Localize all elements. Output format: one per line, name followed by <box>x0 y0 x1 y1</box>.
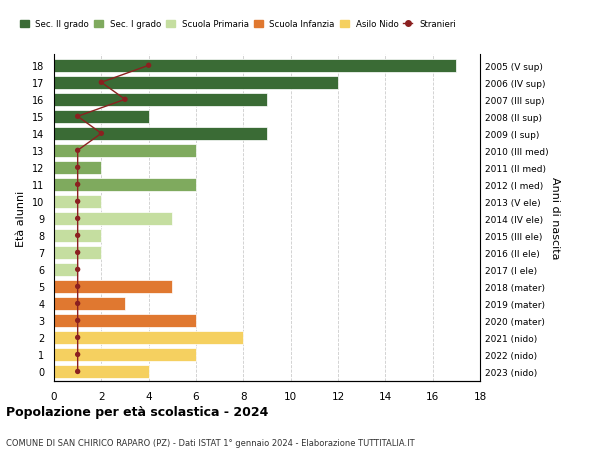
Point <box>73 147 82 155</box>
Bar <box>54 246 101 259</box>
Point <box>73 351 82 358</box>
Bar <box>54 348 196 361</box>
Bar <box>54 280 172 293</box>
Text: COMUNE DI SAN CHIRICO RAPARO (PZ) - Dati ISTAT 1° gennaio 2024 - Elaborazione TU: COMUNE DI SAN CHIRICO RAPARO (PZ) - Dati… <box>6 438 415 447</box>
Bar <box>54 331 244 344</box>
Point <box>120 96 130 104</box>
Text: Popolazione per età scolastica - 2024: Popolazione per età scolastica - 2024 <box>6 405 268 419</box>
Point <box>73 300 82 308</box>
Point <box>73 181 82 189</box>
Point <box>73 368 82 375</box>
Bar <box>54 365 149 378</box>
Bar <box>54 230 101 242</box>
Y-axis label: Anni di nascita: Anni di nascita <box>550 177 560 259</box>
Bar <box>54 111 149 123</box>
Point <box>97 130 106 138</box>
Bar <box>54 179 196 191</box>
Bar <box>54 263 77 276</box>
Point <box>73 198 82 206</box>
Bar <box>54 297 125 310</box>
Point <box>73 215 82 223</box>
Bar <box>54 196 101 208</box>
Point <box>73 334 82 341</box>
Point <box>73 249 82 257</box>
Point <box>73 283 82 291</box>
Bar <box>54 314 196 327</box>
Bar <box>54 94 267 106</box>
Point <box>73 164 82 172</box>
Point <box>73 232 82 240</box>
Point <box>73 317 82 325</box>
Point <box>144 62 154 70</box>
Bar <box>54 145 196 157</box>
Legend: Sec. II grado, Sec. I grado, Scuola Primaria, Scuola Infanzia, Asilo Nido, Stran: Sec. II grado, Sec. I grado, Scuola Prim… <box>20 20 455 29</box>
Bar <box>54 162 101 174</box>
Bar <box>54 128 267 140</box>
Bar <box>54 77 338 90</box>
Bar <box>54 213 172 225</box>
Bar <box>54 60 457 73</box>
Point <box>73 113 82 121</box>
Point <box>73 266 82 274</box>
Y-axis label: Età alunni: Età alunni <box>16 190 26 246</box>
Point <box>97 79 106 87</box>
